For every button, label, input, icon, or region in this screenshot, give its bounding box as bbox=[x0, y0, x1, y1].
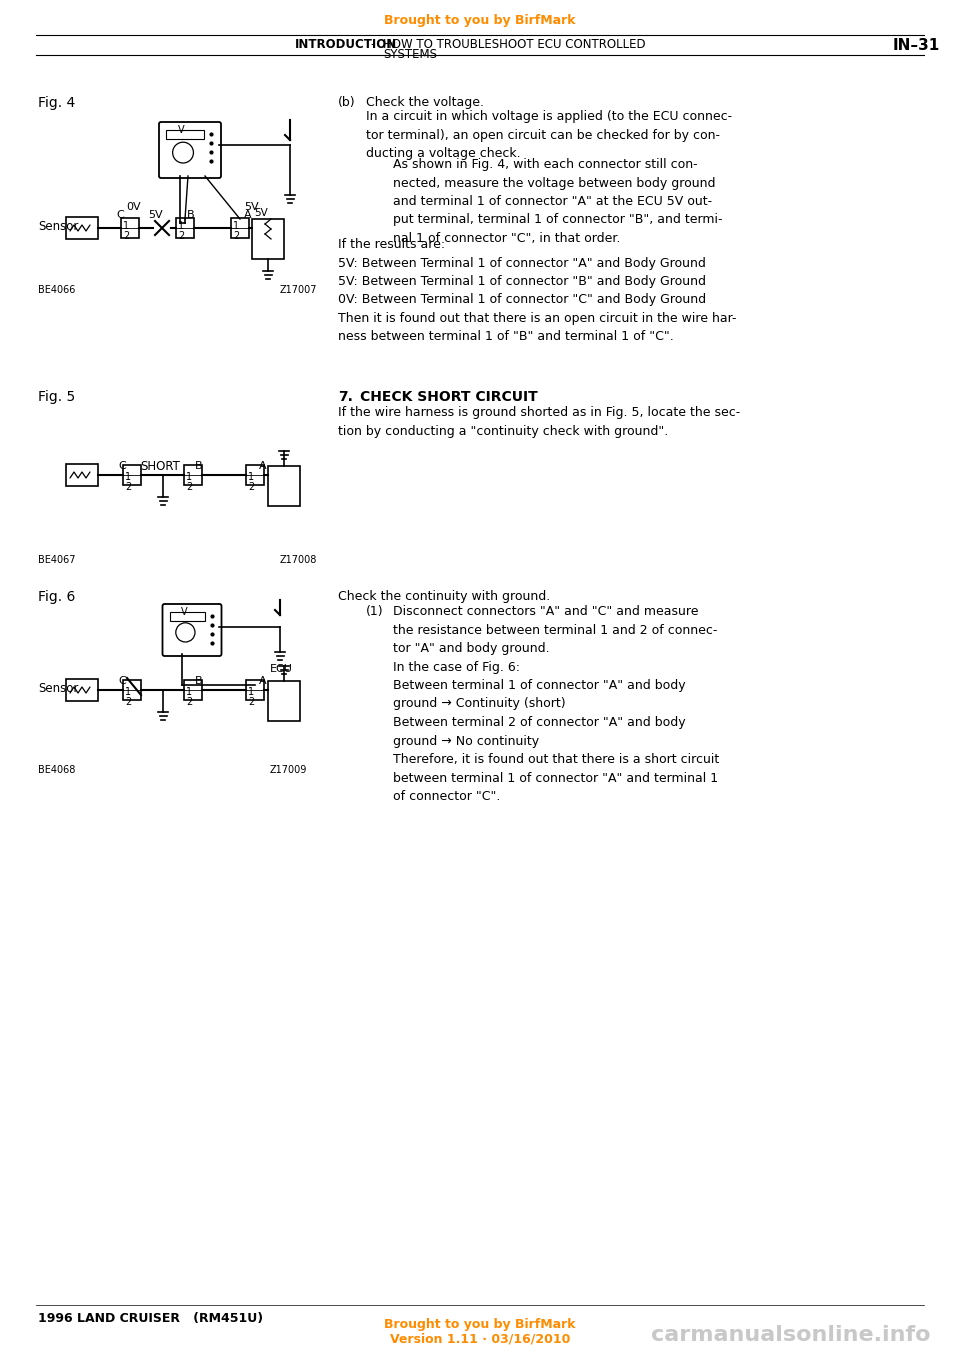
Text: In a circuit in which voltage is applied (to the ECU connec-
tor terminal), an o: In a circuit in which voltage is applied… bbox=[366, 110, 732, 160]
Bar bbox=[66, 464, 98, 486]
Text: A: A bbox=[244, 210, 252, 220]
Text: HOW TO TROUBLESHOOT ECU CONTROLLED: HOW TO TROUBLESHOOT ECU CONTROLLED bbox=[383, 38, 646, 52]
Text: Disconnect connectors "A" and "C" and measure
the resistance between terminal 1 : Disconnect connectors "A" and "C" and me… bbox=[393, 606, 719, 803]
Text: 1: 1 bbox=[178, 221, 184, 231]
Text: 7.: 7. bbox=[338, 390, 353, 403]
Text: V: V bbox=[178, 125, 184, 136]
Bar bbox=[252, 219, 284, 259]
Text: carmanualsonline.info: carmanualsonline.info bbox=[651, 1325, 930, 1344]
Text: If the results are:
5V: Between Terminal 1 of connector "A" and Body Ground
5V: : If the results are: 5V: Between Terminal… bbox=[338, 238, 736, 344]
Text: SYSTEMS: SYSTEMS bbox=[383, 48, 437, 61]
Text: Z17007: Z17007 bbox=[280, 285, 318, 295]
Text: 2: 2 bbox=[248, 482, 254, 492]
Text: 2: 2 bbox=[186, 697, 192, 708]
Text: Sensor: Sensor bbox=[38, 220, 79, 234]
Text: Version 1.11 · 03/16/2010: Version 1.11 · 03/16/2010 bbox=[390, 1332, 570, 1344]
Bar bbox=[231, 219, 249, 238]
Text: BE4068: BE4068 bbox=[38, 765, 76, 775]
Text: A: A bbox=[259, 676, 267, 686]
Text: Check the continuity with ground.: Check the continuity with ground. bbox=[338, 589, 550, 603]
Text: 1: 1 bbox=[233, 221, 239, 231]
Text: (1): (1) bbox=[366, 606, 384, 618]
Text: 2: 2 bbox=[125, 697, 132, 708]
Circle shape bbox=[176, 623, 195, 642]
Text: 0V: 0V bbox=[126, 202, 140, 212]
Text: 1996 LAND CRUISER   (RM451U): 1996 LAND CRUISER (RM451U) bbox=[38, 1312, 263, 1325]
Text: Brought to you by BirfMark: Brought to you by BirfMark bbox=[384, 1319, 576, 1331]
Text: -: - bbox=[370, 38, 374, 52]
Bar bbox=[66, 679, 98, 701]
Bar bbox=[184, 464, 202, 485]
Text: 1: 1 bbox=[186, 473, 192, 482]
Text: 2: 2 bbox=[186, 482, 192, 492]
Bar bbox=[166, 130, 204, 140]
Text: Z17009: Z17009 bbox=[270, 765, 307, 775]
Text: B: B bbox=[187, 210, 195, 220]
Text: If the wire harness is ground shorted as in Fig. 5, locate the sec-
tion by cond: If the wire harness is ground shorted as… bbox=[338, 406, 740, 437]
Bar bbox=[246, 680, 264, 699]
Text: 1: 1 bbox=[123, 221, 130, 231]
Text: IN–31: IN–31 bbox=[893, 38, 940, 53]
Text: Fig. 4: Fig. 4 bbox=[38, 96, 75, 110]
Bar bbox=[176, 219, 194, 238]
Bar bbox=[246, 464, 264, 485]
Text: 2: 2 bbox=[178, 231, 184, 240]
Text: SHORT: SHORT bbox=[140, 460, 180, 473]
Text: V: V bbox=[180, 607, 187, 617]
Text: 2: 2 bbox=[233, 231, 239, 240]
Bar bbox=[184, 680, 202, 699]
Text: 5V: 5V bbox=[148, 210, 162, 220]
Text: (b): (b) bbox=[338, 96, 355, 109]
Text: CHECK SHORT CIRCUIT: CHECK SHORT CIRCUIT bbox=[360, 390, 538, 403]
FancyBboxPatch shape bbox=[159, 122, 221, 178]
Text: 1: 1 bbox=[248, 687, 254, 697]
Text: C: C bbox=[118, 460, 126, 471]
Text: 5V: 5V bbox=[244, 202, 258, 212]
Text: Brought to you by BirfMark: Brought to you by BirfMark bbox=[384, 14, 576, 27]
Bar bbox=[170, 611, 204, 621]
Circle shape bbox=[173, 143, 193, 163]
FancyBboxPatch shape bbox=[162, 604, 222, 656]
Text: 1: 1 bbox=[186, 687, 192, 697]
Text: Fig. 6: Fig. 6 bbox=[38, 589, 76, 604]
Text: C: C bbox=[118, 676, 126, 686]
Text: 2: 2 bbox=[248, 697, 254, 708]
Bar bbox=[268, 466, 300, 507]
Bar bbox=[123, 464, 141, 485]
Text: C: C bbox=[116, 210, 124, 220]
Text: 5V: 5V bbox=[254, 208, 268, 219]
Text: As shown in Fig. 4, with each connector still con-
nected, measure the voltage b: As shown in Fig. 4, with each connector … bbox=[393, 158, 723, 244]
Bar bbox=[123, 680, 141, 699]
Bar bbox=[66, 217, 98, 239]
Text: Check the voltage.: Check the voltage. bbox=[366, 96, 484, 109]
Text: 2: 2 bbox=[123, 231, 130, 240]
Text: B: B bbox=[195, 460, 203, 471]
Text: 1: 1 bbox=[125, 687, 132, 697]
Text: Fig. 5: Fig. 5 bbox=[38, 390, 75, 403]
Text: BE4066: BE4066 bbox=[38, 285, 76, 295]
Text: ECU: ECU bbox=[270, 664, 293, 674]
Text: Z17008: Z17008 bbox=[280, 555, 318, 565]
Text: BE4067: BE4067 bbox=[38, 555, 76, 565]
Text: 1: 1 bbox=[248, 473, 254, 482]
Text: B: B bbox=[195, 676, 203, 686]
Text: 1: 1 bbox=[125, 473, 132, 482]
Bar bbox=[268, 680, 300, 721]
Text: 2: 2 bbox=[125, 482, 132, 492]
Bar bbox=[121, 219, 139, 238]
Text: Sensor: Sensor bbox=[38, 682, 79, 695]
Text: INTRODUCTION: INTRODUCTION bbox=[295, 38, 397, 52]
Text: A: A bbox=[259, 460, 267, 471]
